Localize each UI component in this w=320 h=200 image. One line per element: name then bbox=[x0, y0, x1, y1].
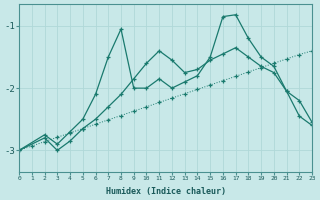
X-axis label: Humidex (Indice chaleur): Humidex (Indice chaleur) bbox=[106, 187, 226, 196]
